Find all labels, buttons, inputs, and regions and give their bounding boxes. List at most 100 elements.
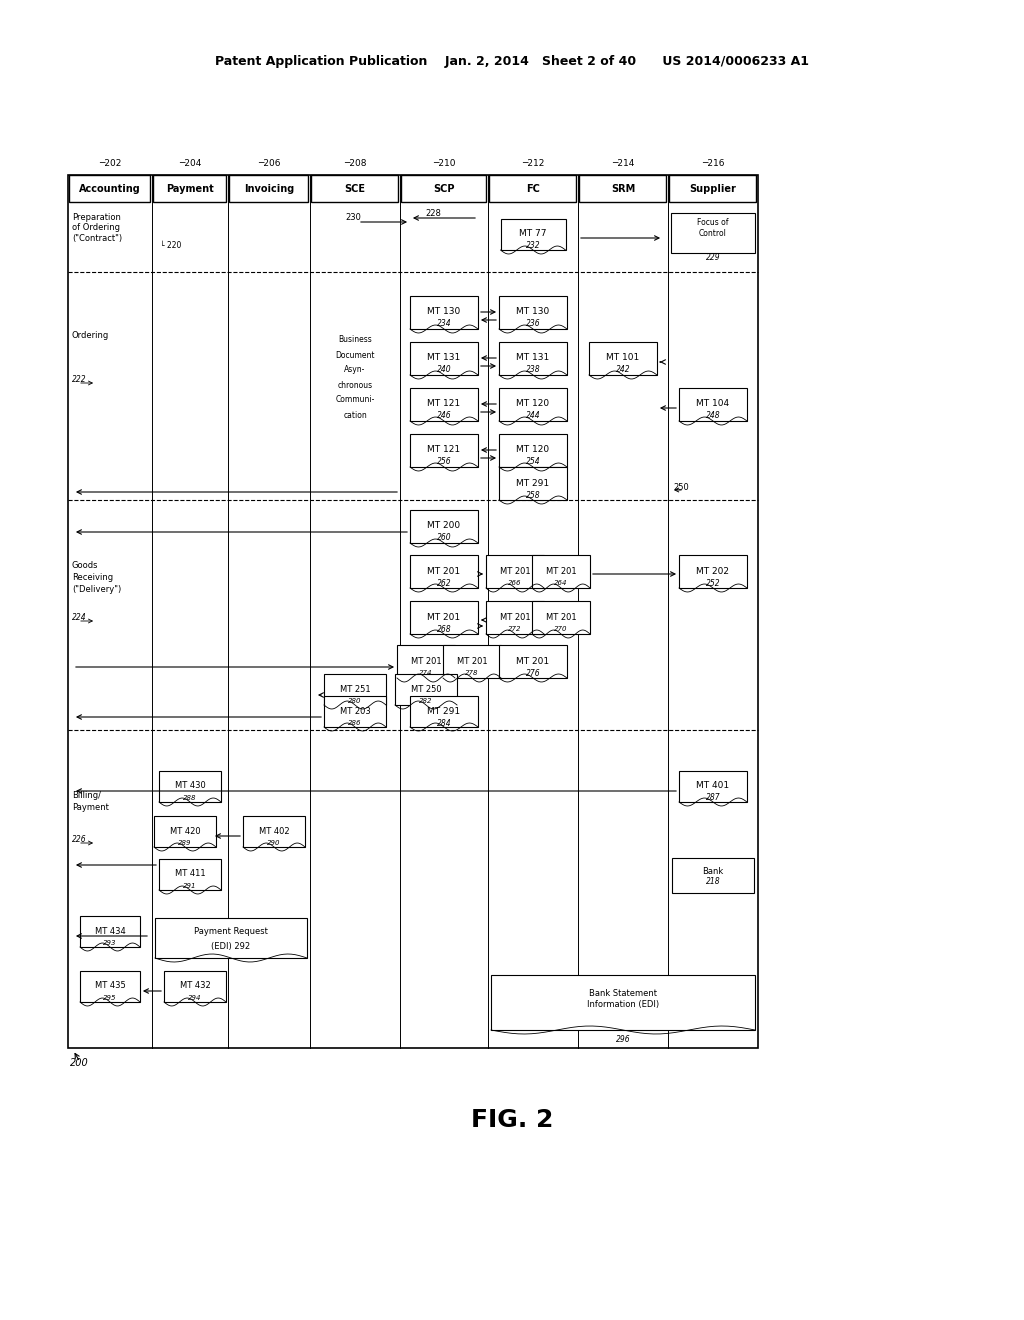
Text: 246: 246 bbox=[436, 412, 452, 421]
Bar bbox=[243, 816, 305, 847]
Text: ─216: ─216 bbox=[701, 158, 724, 168]
Text: chronous: chronous bbox=[338, 380, 373, 389]
Text: 291: 291 bbox=[183, 883, 197, 888]
Text: MT 251: MT 251 bbox=[340, 685, 371, 693]
Bar bbox=[80, 972, 140, 1002]
Text: 218: 218 bbox=[706, 878, 720, 887]
Bar bbox=[395, 675, 457, 705]
Text: 290: 290 bbox=[267, 840, 281, 846]
Bar bbox=[69, 176, 150, 202]
Text: MT 77: MT 77 bbox=[519, 230, 547, 239]
Text: 224: 224 bbox=[72, 614, 87, 623]
Text: 284: 284 bbox=[436, 718, 452, 727]
Bar bbox=[499, 296, 567, 329]
Bar bbox=[311, 176, 398, 202]
Text: Business: Business bbox=[338, 335, 372, 345]
Text: Payment Request: Payment Request bbox=[195, 928, 268, 936]
Bar bbox=[579, 176, 666, 202]
Text: 294: 294 bbox=[188, 995, 202, 1001]
Text: Payment: Payment bbox=[72, 803, 109, 812]
Bar bbox=[443, 645, 501, 678]
Text: 289: 289 bbox=[178, 840, 191, 846]
Text: cation: cation bbox=[343, 411, 367, 420]
Text: Ordering: Ordering bbox=[72, 330, 110, 339]
Text: MT 201: MT 201 bbox=[427, 566, 461, 576]
Text: FC: FC bbox=[526, 183, 540, 194]
Text: MT 201: MT 201 bbox=[411, 656, 441, 665]
Bar bbox=[489, 176, 575, 202]
Bar bbox=[155, 917, 307, 958]
Text: 250: 250 bbox=[673, 483, 689, 492]
Text: MT 120: MT 120 bbox=[516, 446, 550, 454]
Bar bbox=[532, 601, 590, 634]
Text: MT 434: MT 434 bbox=[94, 927, 125, 936]
Text: ─212: ─212 bbox=[522, 158, 544, 168]
Text: Billing/: Billing/ bbox=[72, 791, 101, 800]
Text: MT 201: MT 201 bbox=[427, 612, 461, 622]
Bar bbox=[80, 916, 140, 946]
Text: ─204: ─204 bbox=[179, 158, 201, 168]
Text: SCE: SCE bbox=[344, 183, 366, 194]
Text: Preparation: Preparation bbox=[72, 214, 121, 223]
Bar bbox=[410, 296, 478, 329]
Text: └ 220: └ 220 bbox=[160, 240, 181, 249]
Bar bbox=[669, 176, 756, 202]
Text: 252: 252 bbox=[706, 578, 720, 587]
Text: ("Delivery"): ("Delivery") bbox=[72, 585, 121, 594]
Text: ("Contract"): ("Contract") bbox=[72, 234, 122, 243]
Text: 226: 226 bbox=[72, 836, 87, 845]
Bar bbox=[410, 601, 478, 634]
Text: 236: 236 bbox=[525, 319, 541, 329]
Text: MT 131: MT 131 bbox=[516, 354, 550, 363]
Text: 242: 242 bbox=[615, 366, 631, 375]
Text: MT 432: MT 432 bbox=[179, 982, 210, 990]
Text: Information (EDI): Information (EDI) bbox=[587, 1001, 659, 1010]
Text: Supplier: Supplier bbox=[689, 183, 736, 194]
Bar bbox=[159, 771, 221, 803]
Bar bbox=[153, 176, 226, 202]
Text: MT 120: MT 120 bbox=[516, 400, 550, 408]
Bar bbox=[679, 554, 746, 587]
Text: 200: 200 bbox=[70, 1059, 89, 1068]
Text: Invoicing: Invoicing bbox=[244, 183, 294, 194]
Text: Accounting: Accounting bbox=[79, 183, 141, 194]
Text: 258: 258 bbox=[525, 491, 541, 499]
Text: MT 411: MT 411 bbox=[175, 870, 206, 879]
Text: 254: 254 bbox=[525, 458, 541, 466]
Text: MT 435: MT 435 bbox=[94, 982, 125, 990]
Bar bbox=[410, 554, 478, 587]
Text: SCP: SCP bbox=[433, 183, 455, 194]
Text: 274: 274 bbox=[419, 671, 433, 676]
Bar bbox=[486, 554, 544, 587]
Text: MT 104: MT 104 bbox=[696, 400, 729, 408]
Bar bbox=[501, 219, 565, 249]
Text: 222: 222 bbox=[72, 375, 87, 384]
Text: 240: 240 bbox=[436, 366, 452, 375]
Text: MT 291: MT 291 bbox=[427, 706, 461, 715]
Text: MT 402: MT 402 bbox=[259, 826, 290, 836]
Text: 288: 288 bbox=[183, 795, 197, 801]
Bar bbox=[410, 434, 478, 467]
Text: 293: 293 bbox=[103, 940, 117, 946]
Text: ─206: ─206 bbox=[258, 158, 281, 168]
Bar bbox=[490, 975, 755, 1030]
Text: 230: 230 bbox=[345, 214, 360, 223]
Text: 264: 264 bbox=[554, 579, 567, 586]
Text: 268: 268 bbox=[436, 624, 452, 634]
Text: ─214: ─214 bbox=[611, 158, 634, 168]
Bar bbox=[397, 645, 455, 678]
Text: MT 130: MT 130 bbox=[427, 308, 461, 317]
Text: MT 201: MT 201 bbox=[500, 566, 530, 576]
Text: 262: 262 bbox=[436, 578, 452, 587]
Bar bbox=[68, 176, 758, 1048]
Text: Focus of
Control: Focus of Control bbox=[697, 218, 729, 238]
Text: MT 420: MT 420 bbox=[170, 826, 201, 836]
Bar bbox=[324, 675, 386, 705]
Text: Asyn-: Asyn- bbox=[344, 366, 366, 375]
Bar bbox=[410, 510, 478, 543]
Text: MT 200: MT 200 bbox=[427, 521, 461, 531]
Text: MT 121: MT 121 bbox=[427, 446, 461, 454]
Text: 228: 228 bbox=[425, 209, 441, 218]
Text: MT 202: MT 202 bbox=[696, 566, 729, 576]
Text: MT 201: MT 201 bbox=[500, 612, 530, 622]
